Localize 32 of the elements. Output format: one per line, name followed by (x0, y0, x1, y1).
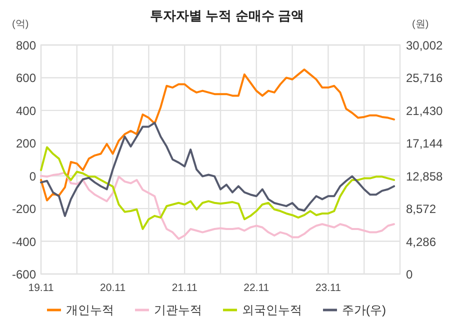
line-series (40, 146, 396, 230)
chart-title: 투자자별 누적 순매수 금액 (150, 8, 304, 23)
line-series (40, 68, 396, 202)
y2-tick-label: 4,286 (406, 234, 436, 249)
line-series (40, 122, 396, 217)
y2-tick-label: 25,716 (406, 71, 444, 86)
y-tick-label: 400 (16, 104, 36, 118)
y-tick-label: -400 (12, 234, 36, 249)
y-tick-label: 200 (16, 136, 36, 151)
y2-axis-title: (원) (412, 19, 429, 30)
y-axis-title: (억) (12, 19, 29, 30)
y2-tick-label: 12,858 (406, 169, 444, 184)
y2-tick-label: 8,572 (406, 202, 436, 216)
line-series (40, 172, 396, 240)
y-tick-label: 600 (16, 71, 36, 86)
legend-label: 개인누적 (66, 303, 114, 317)
y2-tick-label: 0 (406, 268, 413, 282)
y-tick-label: -200 (12, 202, 36, 216)
x-tick-label: 23.11 (315, 282, 342, 294)
y2-tick-label: 21,430 (406, 104, 444, 118)
x-tick-label: 21.11 (172, 282, 198, 294)
y-tick-label: 800 (16, 38, 36, 52)
y-tick-label: -600 (12, 268, 36, 282)
legend-label: 외국인누적 (242, 303, 302, 317)
y-tick-label: 0 (29, 169, 36, 184)
y2-tick-label: 30,002 (406, 38, 444, 52)
x-tick-label: 22.11 (244, 282, 270, 294)
x-tick-label: 19.11 (28, 282, 54, 294)
legend-label: 기관누적 (154, 303, 202, 317)
legend-label: 주가(우) (342, 303, 386, 317)
y2-tick-label: 17,144 (406, 136, 444, 151)
x-tick-label: 20.11 (100, 282, 126, 294)
